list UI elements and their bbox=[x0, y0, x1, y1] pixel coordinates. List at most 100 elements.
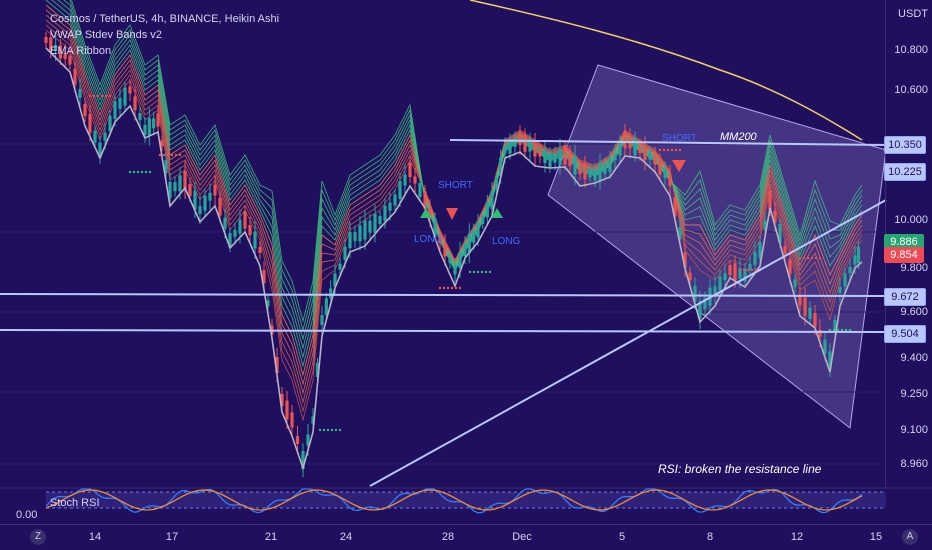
ascending-trendline[interactable] bbox=[369, 199, 887, 487]
rsi-note: RSI: broken the resistance line bbox=[658, 462, 822, 476]
stoch-rsi-label[interactable]: Stoch RSI bbox=[50, 497, 100, 509]
candle bbox=[183, 161, 187, 199]
marker-dot bbox=[746, 268, 750, 272]
long-label: LONG bbox=[414, 234, 443, 245]
candle bbox=[152, 111, 156, 136]
indicator-ema-ribbon[interactable]: EMA Ribbon bbox=[50, 45, 112, 57]
price-tag-9504[interactable]: 9.504 bbox=[884, 325, 926, 343]
marker-dot bbox=[136, 170, 140, 174]
marker-dot bbox=[832, 328, 836, 332]
price-tick: 9.250 bbox=[900, 388, 928, 400]
candle bbox=[58, 39, 62, 65]
marker-dot bbox=[318, 428, 322, 432]
candle bbox=[93, 125, 97, 148]
marker-dot bbox=[92, 94, 96, 98]
marker-dot bbox=[158, 153, 162, 157]
time-tick: 5 bbox=[618, 531, 626, 543]
marker-dot bbox=[140, 170, 144, 174]
time-axis[interactable]: 14 17 21 24 28 Dec 5 8 12 15 bbox=[0, 524, 932, 550]
marker-dot bbox=[798, 256, 802, 260]
marker-dot bbox=[814, 256, 818, 260]
candle bbox=[63, 44, 67, 68]
price-tag-9672[interactable]: 9.672 bbox=[884, 288, 926, 306]
price-tick: 9.600 bbox=[900, 306, 928, 318]
candle bbox=[728, 260, 732, 280]
marker-dot bbox=[96, 94, 100, 98]
candle bbox=[143, 117, 147, 143]
marker-dot bbox=[178, 153, 182, 157]
candle bbox=[393, 189, 397, 211]
symbol-title[interactable]: Cosmos / TetherUS, 4h, BINANCE, Heikin A… bbox=[50, 13, 280, 25]
marker-dot bbox=[144, 170, 148, 174]
short-label: SHORT bbox=[438, 180, 473, 191]
currency-label: USDT bbox=[898, 8, 928, 20]
marker-dot bbox=[450, 286, 454, 290]
candle bbox=[528, 132, 532, 161]
zoom-reset-button[interactable]: Z bbox=[30, 529, 46, 545]
candle bbox=[583, 155, 587, 188]
indicator-vwap[interactable]: VWAP Stdev Bands v2 bbox=[50, 29, 162, 41]
candle bbox=[368, 213, 372, 240]
candle bbox=[553, 146, 557, 171]
candle bbox=[623, 124, 627, 156]
candle bbox=[467, 223, 471, 264]
marker-dot bbox=[666, 148, 670, 152]
candle bbox=[156, 105, 160, 135]
long-label-2: LONG bbox=[492, 236, 521, 247]
candle bbox=[438, 230, 442, 250]
candle bbox=[588, 164, 592, 183]
marker-dot bbox=[738, 268, 742, 272]
candle bbox=[258, 241, 262, 259]
candle bbox=[78, 78, 82, 109]
candle bbox=[798, 287, 802, 313]
candle bbox=[373, 204, 377, 243]
candle bbox=[160, 135, 164, 152]
time-tick: 24 bbox=[339, 531, 353, 543]
price-tag-current-red[interactable]: 9.854 bbox=[884, 247, 924, 263]
candle bbox=[68, 50, 72, 70]
marker-dot bbox=[488, 270, 492, 274]
price-tag-10350[interactable]: 10.350 bbox=[884, 136, 926, 154]
time-tick: 8 bbox=[706, 531, 714, 543]
candle bbox=[568, 146, 572, 174]
marker-dot bbox=[678, 148, 682, 152]
price-tick: 9.100 bbox=[900, 424, 928, 436]
marker-dot bbox=[88, 94, 92, 98]
candle bbox=[494, 172, 498, 195]
candle bbox=[398, 173, 402, 207]
stoch-scale-value: 0.00 bbox=[16, 509, 38, 521]
marker-dot bbox=[442, 286, 446, 290]
time-tick: Dec bbox=[512, 531, 532, 543]
marker-dot bbox=[828, 328, 832, 332]
resistance-line-high[interactable] bbox=[449, 139, 887, 146]
candle bbox=[743, 263, 747, 287]
candle bbox=[628, 128, 632, 159]
marker-dot bbox=[840, 328, 844, 332]
marker-dot bbox=[338, 428, 342, 432]
price-scale[interactable]: USDT 10.800 10.600 10.000 9.800 9.600 9.… bbox=[884, 0, 932, 488]
candle bbox=[485, 195, 489, 225]
marker-dot bbox=[472, 270, 476, 274]
candle bbox=[598, 153, 602, 190]
candle bbox=[320, 306, 324, 334]
price-tick: 10.600 bbox=[894, 84, 928, 96]
price-tag-current-green[interactable]: 9.886 bbox=[884, 234, 924, 250]
candle bbox=[44, 32, 48, 48]
candle bbox=[138, 106, 142, 127]
candle bbox=[533, 133, 537, 167]
price-tag-10225[interactable]: 10.225 bbox=[884, 163, 926, 181]
support-line-low[interactable] bbox=[0, 329, 887, 333]
candle bbox=[198, 196, 202, 224]
candle bbox=[808, 301, 812, 326]
support-line-mid[interactable] bbox=[0, 293, 887, 297]
auto-scale-button[interactable]: A bbox=[902, 529, 918, 545]
candle bbox=[243, 206, 247, 234]
marker-dot bbox=[468, 270, 472, 274]
candle bbox=[663, 161, 667, 186]
chart-legend: Cosmos / TetherUS, 4h, BINANCE, Heikin A… bbox=[50, 11, 279, 59]
price-tick: 9.400 bbox=[900, 352, 928, 364]
candle bbox=[648, 146, 652, 167]
time-tick: 12 bbox=[790, 531, 804, 543]
